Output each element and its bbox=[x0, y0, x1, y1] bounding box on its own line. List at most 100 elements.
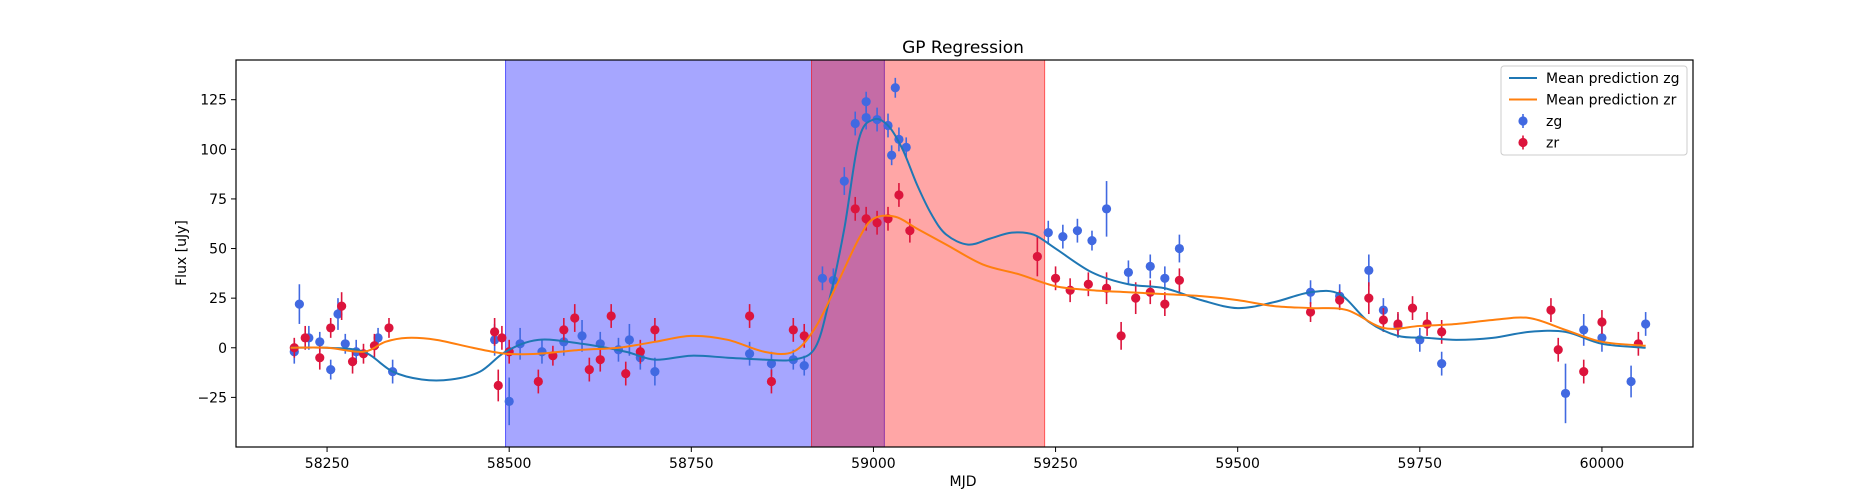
data-point bbox=[300, 333, 310, 343]
y-tick-label: 25 bbox=[209, 291, 227, 307]
data-point bbox=[1050, 273, 1061, 283]
data-point bbox=[1597, 317, 1607, 327]
data-point bbox=[1597, 333, 1607, 343]
data-point bbox=[624, 335, 634, 345]
shaded-region-1 bbox=[811, 60, 1046, 447]
data-point bbox=[337, 301, 347, 311]
data-point bbox=[1087, 236, 1097, 246]
data-point bbox=[315, 337, 325, 347]
data-point bbox=[333, 309, 343, 319]
data-point bbox=[595, 355, 605, 365]
data-point bbox=[744, 349, 755, 359]
chart-title: GP Regression bbox=[902, 38, 1024, 58]
x-axis-title: MJD bbox=[950, 474, 977, 490]
legend-label: Mean prediction zr bbox=[1546, 93, 1677, 109]
x-tick-label: 59250 bbox=[1033, 456, 1078, 472]
data-point bbox=[861, 112, 871, 123]
x-tick-label: 58750 bbox=[669, 456, 714, 472]
plot-frame bbox=[235, 59, 1694, 448]
x-tick-label: 58500 bbox=[487, 456, 532, 472]
data-point bbox=[504, 396, 514, 406]
data-point bbox=[1116, 331, 1126, 341]
data-point bbox=[861, 214, 871, 224]
data-point bbox=[533, 376, 543, 387]
legend-label: Mean prediction zg bbox=[1546, 71, 1680, 87]
data-point bbox=[872, 218, 882, 228]
x-tick-label: 59500 bbox=[1215, 456, 1260, 472]
data-point bbox=[373, 333, 383, 343]
data-point bbox=[326, 323, 336, 333]
data-point bbox=[1560, 388, 1571, 399]
x-tick-label: 60000 bbox=[1580, 456, 1625, 472]
plot-area bbox=[289, 60, 1651, 447]
data-point bbox=[887, 150, 897, 160]
data-point bbox=[766, 359, 777, 369]
data-point bbox=[839, 176, 849, 186]
data-point bbox=[1083, 279, 1093, 289]
data-point bbox=[326, 365, 336, 375]
data-point bbox=[1579, 325, 1589, 335]
data-point bbox=[1160, 273, 1170, 283]
data-point bbox=[1145, 261, 1155, 271]
data-point bbox=[1131, 293, 1141, 303]
data-point bbox=[894, 190, 904, 200]
x-tick-label: 59750 bbox=[1398, 456, 1443, 472]
y-tick-label: −25 bbox=[197, 390, 227, 406]
data-point bbox=[1032, 251, 1042, 262]
legend-box bbox=[1500, 65, 1688, 156]
data-point bbox=[799, 331, 809, 341]
y-tick-label: 75 bbox=[209, 192, 227, 208]
data-point bbox=[315, 353, 325, 363]
data-point bbox=[559, 325, 569, 335]
data-point bbox=[890, 83, 900, 93]
data-point bbox=[584, 365, 594, 375]
legend-marker-swatch bbox=[1518, 116, 1528, 126]
data-point bbox=[537, 347, 547, 357]
data-point bbox=[1043, 228, 1053, 238]
y-tick-label: 0 bbox=[218, 341, 227, 357]
data-point bbox=[340, 339, 350, 349]
data-point bbox=[1305, 307, 1316, 317]
data-point bbox=[1123, 267, 1134, 277]
data-point bbox=[1422, 319, 1432, 329]
data-point bbox=[766, 376, 777, 387]
y-axis-title: Flux [uJy] bbox=[174, 220, 190, 286]
legend: Mean prediction zg Mean prediction zr zg zr bbox=[1500, 65, 1688, 156]
data-point bbox=[1626, 376, 1636, 387]
data-point bbox=[1378, 315, 1388, 325]
data-point bbox=[1437, 327, 1447, 337]
data-point bbox=[1174, 275, 1185, 285]
axes: 58250 58500 58750 59000 59250 59500 59750 60000… bbox=[197, 93, 1624, 472]
data-point bbox=[1393, 319, 1403, 329]
data-point bbox=[493, 380, 503, 391]
data-point bbox=[1160, 299, 1170, 309]
data-point bbox=[1364, 265, 1374, 275]
data-point bbox=[1415, 335, 1425, 345]
shaded-region-0 bbox=[505, 60, 885, 447]
y-tick-label: 125 bbox=[200, 93, 227, 109]
data-point bbox=[1407, 303, 1418, 313]
data-point bbox=[1437, 359, 1447, 369]
data-point bbox=[1335, 295, 1345, 305]
data-point bbox=[1072, 226, 1083, 236]
data-point bbox=[788, 325, 798, 335]
x-tick-label: 58250 bbox=[305, 456, 350, 472]
data-point bbox=[490, 327, 500, 337]
y-tick-label: 50 bbox=[209, 242, 227, 258]
data-point bbox=[635, 347, 645, 357]
data-point bbox=[497, 333, 507, 343]
legend-marker-swatch bbox=[1518, 137, 1528, 148]
data-point bbox=[1174, 243, 1185, 254]
data-point bbox=[1546, 305, 1556, 315]
data-point bbox=[1641, 319, 1651, 329]
data-point bbox=[1058, 232, 1068, 242]
plot-inner bbox=[289, 60, 1651, 447]
x-tick-label: 59000 bbox=[851, 456, 896, 472]
legend-label: zg bbox=[1546, 114, 1562, 130]
data-point bbox=[621, 368, 631, 379]
data-point bbox=[570, 313, 580, 323]
data-point bbox=[1145, 287, 1155, 297]
legend-label: zr bbox=[1546, 136, 1559, 152]
